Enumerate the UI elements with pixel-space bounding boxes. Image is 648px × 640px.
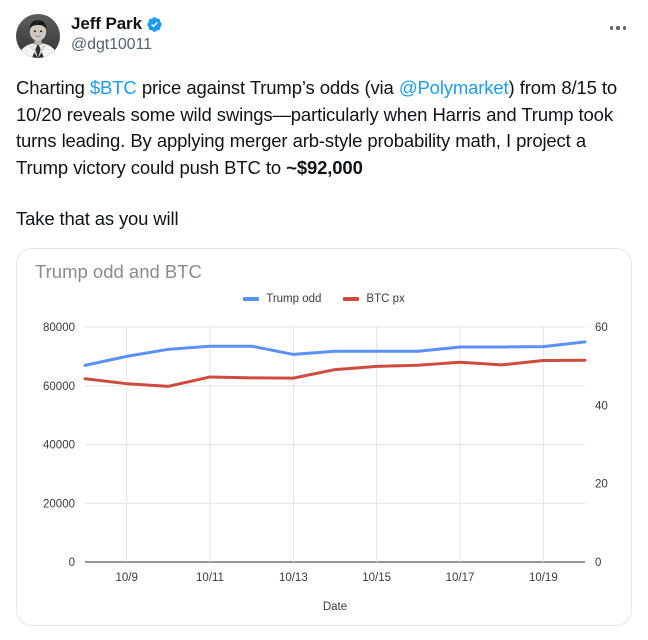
mention-polymarket-link[interactable]: @Polymarket (398, 77, 509, 98)
tweet-text-seg-2: price against Trump’s odds (via (136, 77, 399, 98)
legend-item-btc-px[interactable]: BTC px (343, 293, 405, 305)
y-axis-right-tick-label: 0 (595, 557, 601, 569)
x-axis-tick-label: 10/13 (279, 572, 308, 584)
legend-item-trump-odd[interactable]: Trump odd (243, 293, 321, 305)
x-axis-title: Date (323, 601, 347, 613)
y-axis-right-tick-label: 40 (595, 400, 608, 412)
verified-badge-icon (146, 16, 163, 33)
y-axis-left-tick-label: 40000 (43, 440, 75, 452)
tweet-container: Jeff Park @dgt10011 Charting $BTC price … (0, 0, 648, 232)
x-axis-tick-label: 10/15 (362, 572, 391, 584)
chart-legend: Trump odd BTC px (17, 293, 631, 305)
series-line-trump-odd (83, 340, 587, 367)
series-line-btc-px (83, 358, 587, 388)
x-axis-tick-label: 10/9 (115, 572, 137, 584)
legend-label-btc-px: BTC px (366, 293, 405, 305)
y-axis-left-tick-label: 0 (69, 557, 75, 569)
author-info: Jeff Park @dgt10011 (71, 14, 163, 54)
x-axis-tick-label: 10/17 (446, 572, 475, 584)
tweet-text-seg-0: Charting (16, 77, 90, 98)
tweet-text: Charting $BTC price against Trump’s odds… (16, 75, 632, 181)
display-name: Jeff Park (71, 14, 142, 33)
chart-plot-area[interactable]: 0 20000 40000 60000 80000 0 20 40 60 10/9 10/11 10/… (17, 249, 631, 625)
tweet-header: Jeff Park @dgt10011 (16, 14, 632, 58)
x-axis-tick-label: 10/11 (196, 572, 224, 584)
more-dots (609, 26, 627, 30)
y-axis-right-tick-label: 20 (595, 479, 608, 491)
author-handle[interactable]: @dgt10011 (71, 35, 152, 53)
tweet-text-seg-4: ) from 8/15 to 10/20 reveals some wild s… (16, 77, 618, 178)
author-name-row: Jeff Park (71, 14, 163, 34)
legend-swatch-btc-px (343, 297, 360, 301)
y-axis-left-tick-label: 80000 (43, 322, 75, 334)
legend-label-trump-odd: Trump odd (266, 293, 322, 305)
y-axis-left-tick-label: 20000 (43, 498, 75, 510)
chart-card[interactable]: Trump odd and BTC Trump odd BTC px 0 2000… (16, 248, 632, 626)
x-axis-tick-label: 10/19 (529, 572, 558, 584)
avatar[interactable] (16, 14, 60, 58)
cashtag-btc-link[interactable]: $BTC (89, 77, 137, 98)
chart-svg: 0 20000 40000 60000 80000 0 20 40 60 10/9 10/11 10/… (43, 322, 608, 613)
legend-swatch-trump-odd (243, 297, 260, 301)
more-options-icon[interactable] (604, 18, 632, 38)
chart-title: Trump odd and BTC (35, 261, 202, 282)
y-axis-left-tick-label: 60000 (43, 381, 75, 393)
tweet-text-line2: Take that as you will (16, 208, 179, 229)
tweet-text-price-highlight: ~$92,000 (286, 156, 363, 178)
y-axis-right-tick-label: 60 (595, 322, 608, 334)
